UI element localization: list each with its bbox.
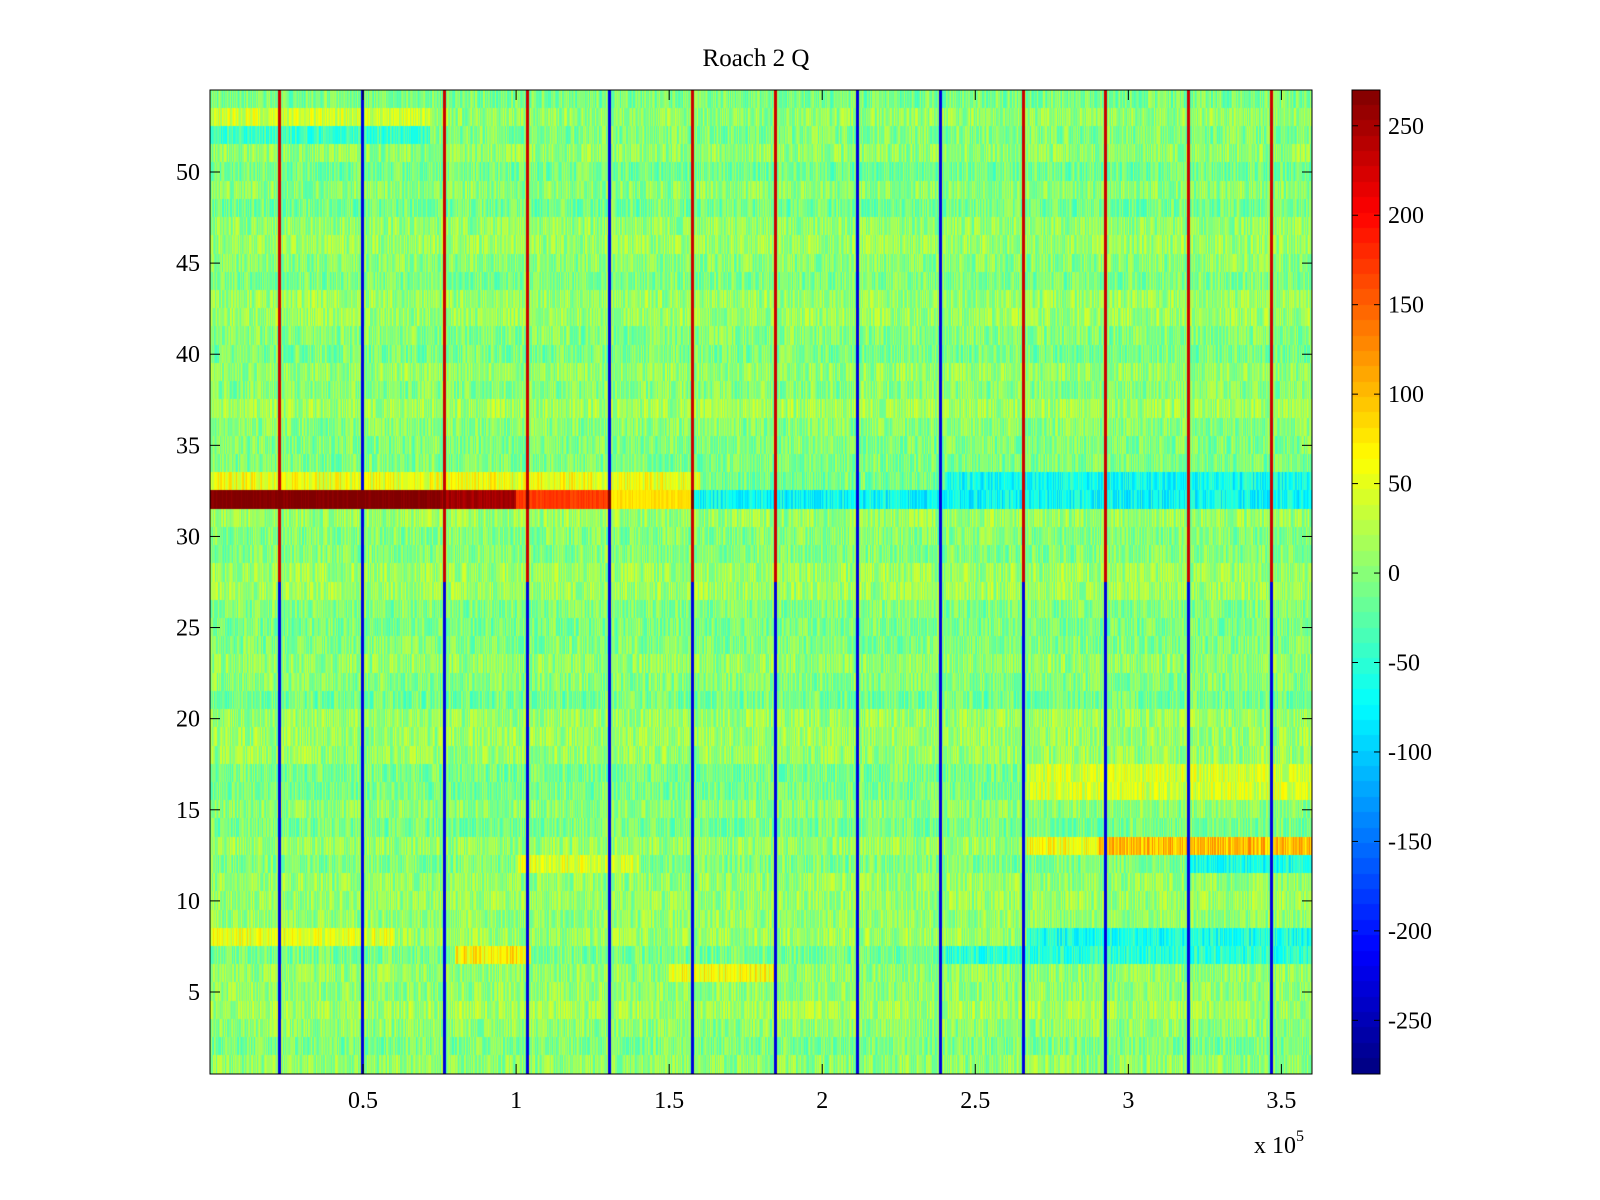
x-axis-multiplier-base: x 10 [1254, 1133, 1296, 1159]
y-tick-label: 50 [176, 160, 200, 186]
y-tick-label: 40 [176, 342, 200, 368]
colorbar-tick-label: -100 [1388, 740, 1432, 766]
colorbar-tick-label: -50 [1388, 651, 1420, 677]
heatmap-image-container [210, 90, 1312, 1074]
colorbar: 250 200 150 100 50 0 -50 -100 -150 -200 -250 [1351, 89, 1432, 1075]
y-tick-label: 10 [176, 889, 200, 915]
x-tick-label: 2.5 [960, 1088, 990, 1114]
colorbar-tick-label: 100 [1388, 382, 1424, 408]
colorbar-tick-label: 150 [1388, 293, 1424, 319]
colorbar-axis: 250 200 150 100 50 0 -50 -100 -150 -200 -250 [1352, 114, 1432, 1034]
y-tick-label: 30 [176, 524, 200, 550]
x-axis-multiplier-exponent: 5 [1296, 1128, 1304, 1145]
y-tick-label: 35 [176, 433, 200, 459]
x-axis: 0.5 1 1.5 2 2.5 3 3.5 [348, 90, 1296, 1114]
colorbar-gradient [1352, 90, 1380, 1074]
colorbar-frame [1351, 89, 1381, 1075]
y-tick-label: 25 [176, 616, 200, 642]
chart-title: Roach 2 Q [703, 45, 810, 72]
x-tick-label: 0.5 [348, 1088, 378, 1114]
x-tick-label: 2 [816, 1088, 828, 1114]
y-tick-label: 5 [188, 980, 200, 1006]
y-tick-label: 15 [176, 798, 200, 824]
x-tick-label: 1 [510, 1088, 522, 1114]
colorbar-tick-label: 250 [1388, 114, 1424, 140]
colorbar-tick-label: -250 [1388, 1008, 1432, 1034]
colorbar-tick-label: 0 [1388, 561, 1400, 587]
colorbar-tick-label: 200 [1388, 203, 1424, 229]
colorbar-image-container [1352, 90, 1380, 1074]
y-tick-label: 45 [176, 251, 200, 277]
x-tick-label: 1.5 [654, 1088, 684, 1114]
plot-area [209, 89, 1313, 1075]
x-tick-label: 3.5 [1266, 1088, 1296, 1114]
x-axis-multiplier: x 105 [1254, 1128, 1304, 1159]
colorbar-tick-label: -150 [1388, 829, 1432, 855]
heatmap-image [210, 90, 1312, 1074]
y-axis: 5 10 15 20 25 30 35 40 45 50 [176, 160, 1312, 1006]
colorbar-tick-label: -200 [1388, 919, 1432, 945]
plot-frame [209, 89, 1313, 1075]
x-tick-label: 3 [1122, 1088, 1134, 1114]
y-tick-label: 20 [176, 707, 200, 733]
colorbar-tick-label: 50 [1388, 472, 1412, 498]
